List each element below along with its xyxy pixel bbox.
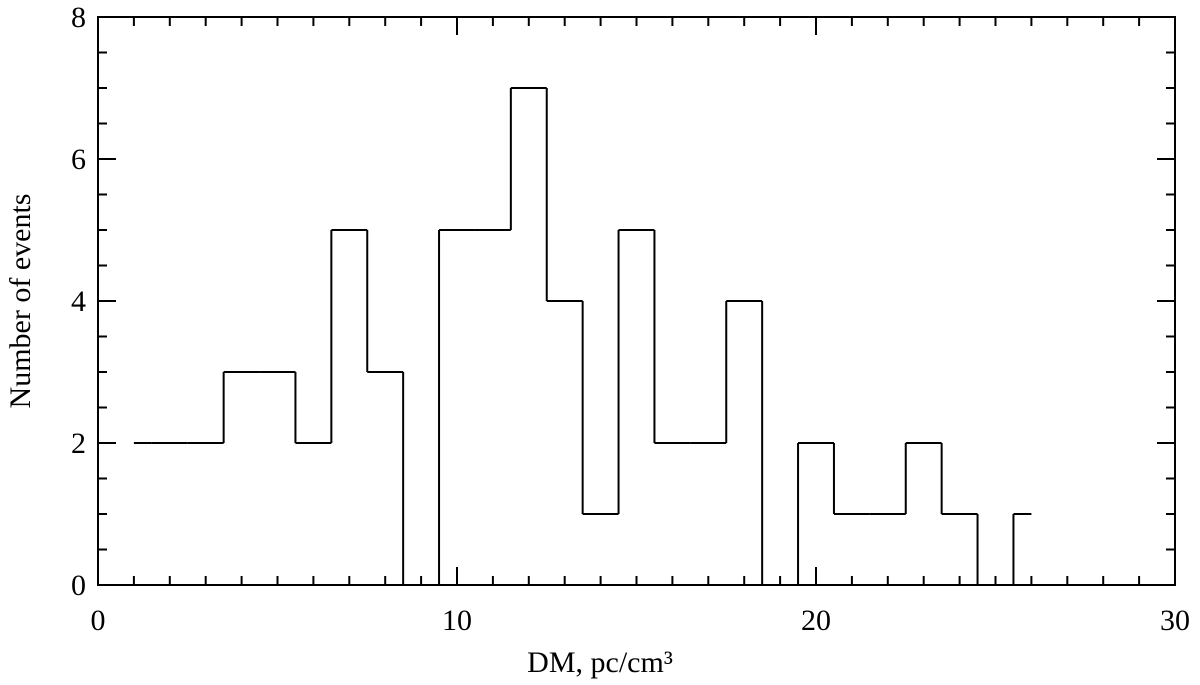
x-tick-label: 0 (91, 604, 106, 637)
y-tick-label: 4 (71, 285, 86, 318)
x-axis-label: DM, pc/cm³ (527, 646, 673, 679)
x-tick-label: 30 (1160, 604, 1190, 637)
y-tick-label: 6 (71, 143, 86, 176)
y-tick-label: 2 (71, 427, 86, 460)
plot-frame (97, 16, 1176, 586)
x-tick-label: 10 (442, 604, 472, 637)
y-tick-label: 8 (71, 1, 86, 34)
x-tick-label: 20 (801, 604, 831, 637)
y-tick-label: 0 (71, 569, 86, 602)
y-axis-label: Number of events (4, 194, 37, 409)
